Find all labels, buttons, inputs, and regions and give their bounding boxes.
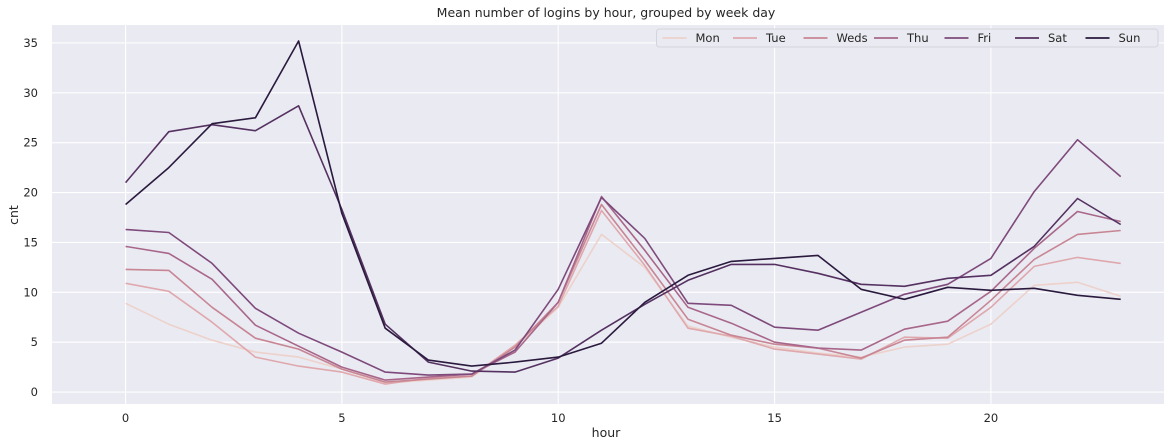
legend-label-thu: Thu (906, 31, 929, 45)
legend-label-sat: Sat (1048, 31, 1067, 45)
y-tick-label: 20 (23, 186, 38, 200)
series-line-thu (125, 195, 1121, 381)
y-tick-label: 30 (23, 86, 38, 100)
y-tick-label: 5 (31, 335, 38, 349)
y-tick-label: 10 (23, 285, 38, 299)
series-line-sun (125, 40, 1121, 367)
x-tick-labels: 0 5 10 15 20 (122, 411, 998, 425)
series-lines (124, 40, 1122, 385)
y-tick-label: 25 (23, 136, 38, 150)
series-line-weds (125, 203, 1121, 383)
legend-label-sun: Sun (1119, 31, 1141, 45)
series-line-mon (125, 233, 1121, 384)
legend-label-mon: Mon (696, 31, 720, 45)
series-line-sat (124, 105, 1122, 373)
series-line-fri (125, 138, 1122, 376)
series-line-tue (125, 209, 1121, 385)
plot-area (52, 25, 1164, 404)
y-tick-label: 15 (23, 235, 38, 249)
y-tick-label: 35 (23, 36, 38, 50)
legend-label-fri: Fri (978, 31, 992, 45)
x-tick-label: 20 (984, 411, 999, 425)
legend: Mon Tue Weds Thu Fri Sat Sun (656, 28, 1159, 48)
y-tick-labels: 0 5 10 15 20 25 30 35 (23, 36, 38, 399)
legend-label-tue: Tue (765, 31, 786, 45)
x-tick-label: 5 (338, 411, 345, 425)
legend-frame (656, 28, 1159, 48)
x-tick-label: 10 (551, 411, 566, 425)
y-tick-label: 0 (31, 385, 38, 399)
x-axis-label: hour (592, 425, 621, 440)
chart-title: Mean number of logins by hour, grouped b… (437, 5, 776, 20)
x-tick-label: 0 (122, 411, 129, 425)
x-tick-label: 15 (767, 411, 782, 425)
y-axis-label: cnt (6, 205, 21, 225)
legend-label-weds: Weds (837, 31, 868, 45)
